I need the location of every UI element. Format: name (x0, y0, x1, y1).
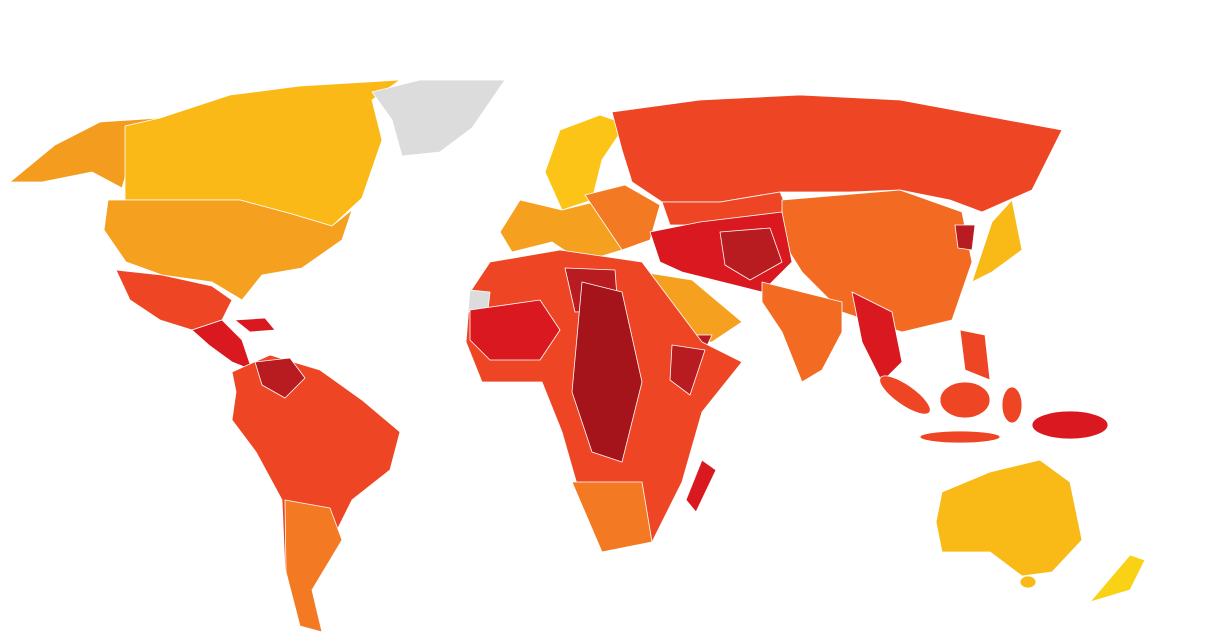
southeast-asia (851, 291, 903, 383)
java (919, 430, 1001, 444)
sahel (469, 299, 561, 361)
southern-cone (284, 499, 343, 633)
sumatra (879, 375, 931, 415)
southern-africa (571, 481, 653, 553)
greenland (371, 79, 506, 157)
madagascar (685, 459, 717, 513)
venezuela (254, 357, 306, 399)
eastern-europe (584, 184, 661, 251)
afghanistan (719, 227, 783, 281)
usa (103, 199, 353, 301)
sulawesi (1001, 386, 1023, 424)
japan (971, 199, 1023, 283)
central-africa (571, 281, 643, 463)
scandinavia (544, 114, 627, 211)
new-guinea (1031, 410, 1109, 440)
horn-of-africa (669, 344, 706, 396)
china (781, 189, 973, 333)
new-zealand (1089, 554, 1146, 603)
borneo (939, 381, 991, 419)
korea (954, 224, 976, 251)
australia (935, 459, 1083, 577)
caribbean (234, 317, 276, 333)
tasmania (1019, 575, 1037, 589)
philippines (959, 329, 991, 381)
central-america (191, 319, 253, 371)
russia (611, 94, 1063, 213)
india (761, 281, 843, 383)
